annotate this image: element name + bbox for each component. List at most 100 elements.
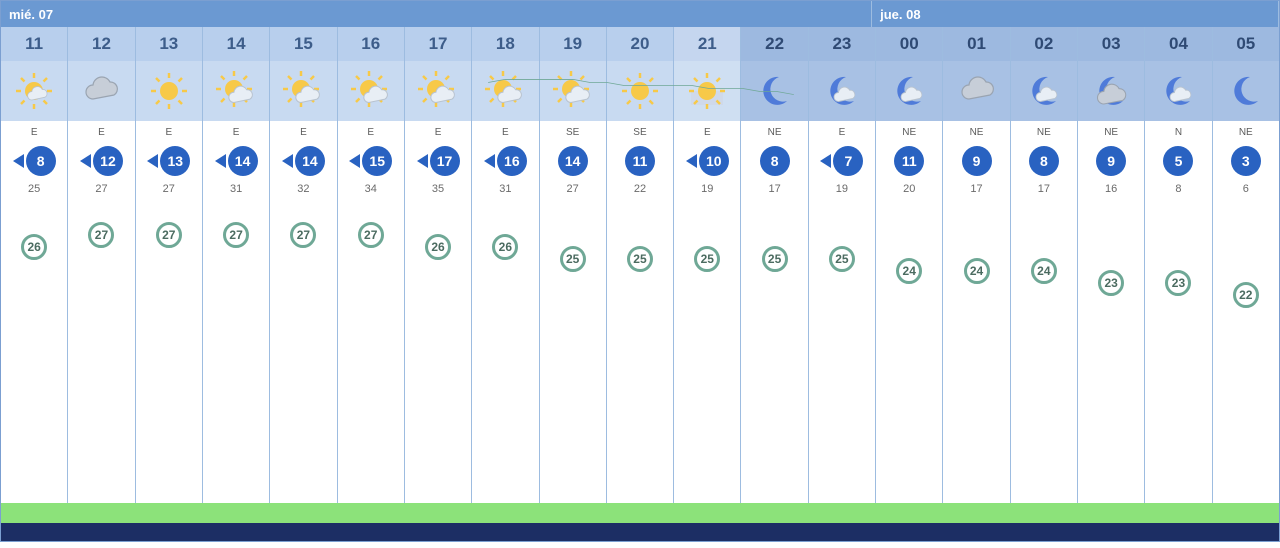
hour-label: 03 xyxy=(1078,27,1144,61)
hour-column[interactable]: 00NE112024 xyxy=(876,27,943,503)
hour-label: 01 xyxy=(943,27,1009,61)
wind-direction: E xyxy=(472,121,538,143)
temperature-cell: 26 xyxy=(1,199,67,319)
wind-speed-value: 14 xyxy=(558,146,588,176)
hour-column[interactable]: 15E143227 xyxy=(270,27,337,503)
hour-column[interactable]: 05NE3622 xyxy=(1213,27,1279,503)
hour-label: 16 xyxy=(338,27,404,61)
temperature-value: 26 xyxy=(492,234,518,260)
hour-label: 12 xyxy=(68,27,134,61)
hour-column[interactable]: 23E71925 xyxy=(809,27,876,503)
hour-label: 23 xyxy=(809,27,875,61)
wind-arrow-icon xyxy=(147,154,158,168)
hour-label: 22 xyxy=(741,27,807,61)
hour-column[interactable]: 17E173526 xyxy=(405,27,472,503)
wind-direction: E xyxy=(1,121,67,143)
weather-icon xyxy=(943,61,1009,121)
wind-direction: NE xyxy=(1078,121,1144,143)
temperature-cell: 26 xyxy=(472,199,538,319)
weather-icon xyxy=(270,61,336,121)
hour-column[interactable]: 01NE91724 xyxy=(943,27,1010,503)
hour-column[interactable]: 11E82526 xyxy=(1,27,68,503)
wind-direction: E xyxy=(405,121,471,143)
weather-icon xyxy=(1078,61,1144,121)
temperature-value: 23 xyxy=(1165,270,1191,296)
wind-speed-value: 14 xyxy=(295,146,325,176)
wind-arrow-icon xyxy=(417,154,428,168)
temperature-cell: 27 xyxy=(136,199,202,319)
wind-direction: SE xyxy=(540,121,606,143)
hour-column[interactable]: 21E101925 xyxy=(674,27,741,503)
hour-column[interactable]: 02NE81724 xyxy=(1011,27,1078,503)
wind-speed-value: 8 xyxy=(760,146,790,176)
hour-label: 11 xyxy=(1,27,67,61)
temperature-value: 24 xyxy=(1031,258,1057,284)
wind-speed-value: 3 xyxy=(1231,146,1261,176)
weather-icon xyxy=(1,61,67,121)
wind-direction: E xyxy=(136,121,202,143)
weather-icon xyxy=(741,61,807,121)
temperature-cell: 25 xyxy=(809,199,875,319)
wind-gust: 20 xyxy=(876,179,942,199)
temperature-cell: 25 xyxy=(540,199,606,319)
wind-gust: 19 xyxy=(809,179,875,199)
wind-arrow-icon xyxy=(13,154,24,168)
wind-direction: E xyxy=(203,121,269,143)
hour-column[interactable]: 18E163126 xyxy=(472,27,539,503)
wind-gust: 17 xyxy=(943,179,1009,199)
temperature-value: 24 xyxy=(896,258,922,284)
wind-speed-value: 11 xyxy=(625,146,655,176)
hour-column[interactable]: 04N5823 xyxy=(1145,27,1212,503)
hour-column[interactable]: 20SE112225 xyxy=(607,27,674,503)
temperature-value: 24 xyxy=(964,258,990,284)
temperature-cell: 27 xyxy=(203,199,269,319)
wind-speed-value: 9 xyxy=(962,146,992,176)
wind-speed-value: 16 xyxy=(497,146,527,176)
wind-gust: 31 xyxy=(203,179,269,199)
weather-icon xyxy=(1213,61,1279,121)
wind-speed: 17 xyxy=(405,143,471,179)
wind-speed: 14 xyxy=(270,143,336,179)
wind-gust: 8 xyxy=(1145,179,1211,199)
temperature-cell: 23 xyxy=(1078,199,1144,319)
wind-speed-value: 12 xyxy=(93,146,123,176)
weather-icon xyxy=(472,61,538,121)
temperature-value: 25 xyxy=(694,246,720,272)
hour-column[interactable]: 19SE142725 xyxy=(540,27,607,503)
wind-gust: 35 xyxy=(405,179,471,199)
wind-arrow-icon xyxy=(215,154,226,168)
wind-gust: 19 xyxy=(674,179,740,199)
wind-speed: 8 xyxy=(741,143,807,179)
wind-direction: NE xyxy=(1011,121,1077,143)
weather-icon xyxy=(68,61,134,121)
wind-speed-value: 7 xyxy=(833,146,863,176)
temperature-cell: 27 xyxy=(270,199,336,319)
temperature-cell: 25 xyxy=(607,199,673,319)
weather-icon xyxy=(203,61,269,121)
temperature-value: 25 xyxy=(762,246,788,272)
wind-speed-value: 8 xyxy=(26,146,56,176)
wind-speed: 5 xyxy=(1145,143,1211,179)
temperature-value: 22 xyxy=(1233,282,1259,308)
wind-speed: 7 xyxy=(809,143,875,179)
hour-label: 15 xyxy=(270,27,336,61)
hour-column[interactable]: 14E143127 xyxy=(203,27,270,503)
wind-speed-value: 8 xyxy=(1029,146,1059,176)
weather-icon xyxy=(674,61,740,121)
temperature-value: 25 xyxy=(627,246,653,272)
hour-column[interactable]: 16E153427 xyxy=(338,27,405,503)
hour-column[interactable]: 22NE81725 xyxy=(741,27,808,503)
temperature-value: 25 xyxy=(829,246,855,272)
wind-direction: E xyxy=(674,121,740,143)
hour-column[interactable]: 13E132727 xyxy=(136,27,203,503)
weather-icon xyxy=(876,61,942,121)
temperature-cell: 25 xyxy=(741,199,807,319)
weather-icon xyxy=(338,61,404,121)
hour-column[interactable]: 12E122727 xyxy=(68,27,135,503)
wind-gust: 27 xyxy=(68,179,134,199)
wind-arrow-icon xyxy=(80,154,91,168)
hour-label: 04 xyxy=(1145,27,1211,61)
hour-label: 20 xyxy=(607,27,673,61)
hour-column[interactable]: 03NE91623 xyxy=(1078,27,1145,503)
temperature-cell: 26 xyxy=(405,199,471,319)
